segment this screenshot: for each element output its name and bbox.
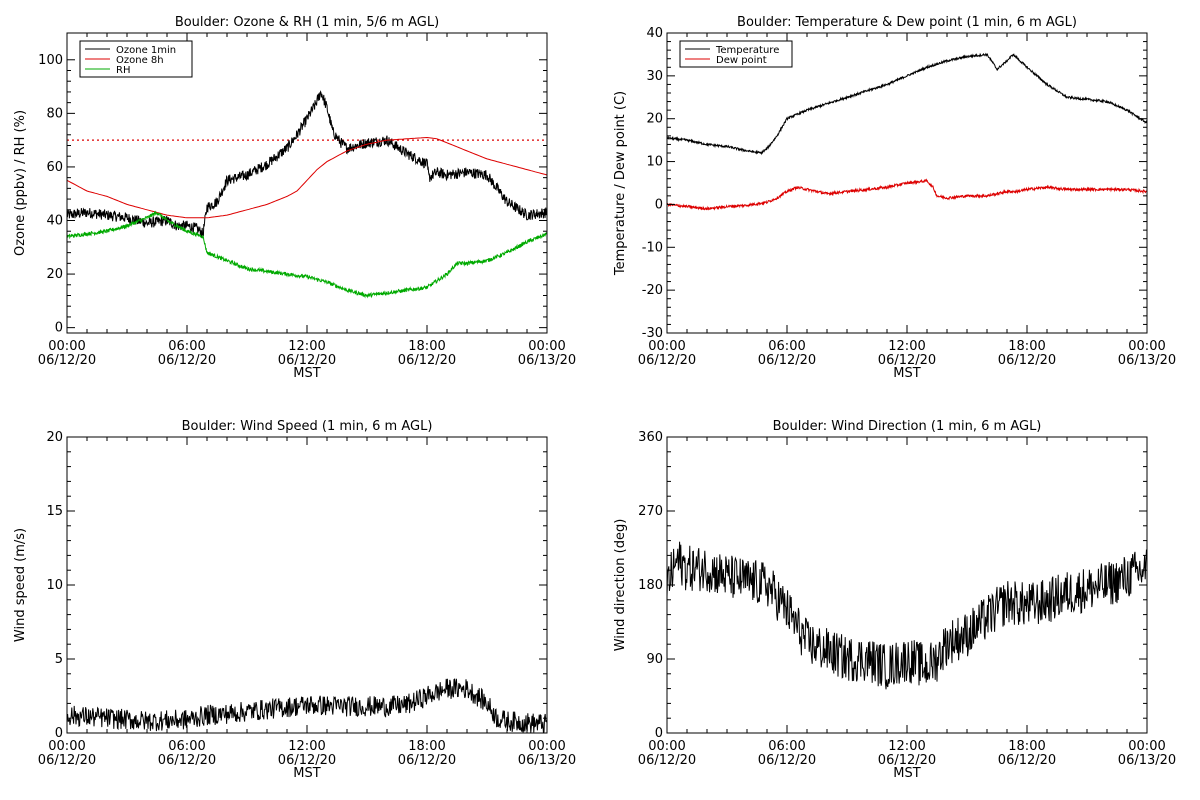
x-tick-date-label: 06/12/20: [998, 753, 1056, 768]
x-tick-time-label: 06:00: [768, 339, 805, 354]
x-tick-date-label: 06/13/20: [518, 353, 576, 368]
x-tick-date-label: 06/13/20: [1118, 753, 1176, 768]
y-tick-label: 180: [638, 578, 663, 593]
x-tick-date-label: 06/12/20: [38, 353, 96, 368]
x-tick-date-label: 06/12/20: [878, 753, 936, 768]
plot-frame: [66, 32, 548, 334]
x-tick-time-label: 18:00: [1008, 339, 1045, 354]
x-tick-time-label: 00:00: [48, 339, 85, 354]
chart-title: Boulder: Ozone & RH (1 min, 5/6 m AGL): [175, 15, 439, 30]
legend-entry-label: Temperature: [715, 45, 779, 56]
x-tick-time-label: 00:00: [528, 739, 565, 754]
x-axis-label: MST: [293, 766, 320, 781]
x-axis-label: MST: [893, 366, 920, 381]
chart-ozone-rh: Boulder: Ozone & RH (1 min, 5/6 m AGL) 0 2…: [13, 15, 576, 381]
x-tick-time-label: 06:00: [168, 339, 205, 354]
x-tick-date-label: 06/12/20: [38, 753, 96, 768]
legend-entry-label: Ozone 1min: [116, 45, 176, 56]
y-tick-label: -30: [642, 326, 663, 341]
y-tick-label: 40: [46, 214, 63, 229]
legend: [679, 40, 793, 68]
y-tick-label: 30: [646, 69, 663, 84]
y-tick-label: 0: [55, 321, 63, 336]
y-tick-label: 10: [646, 155, 663, 170]
x-tick-date-label: 06/13/20: [518, 753, 576, 768]
y-tick-label: 10: [46, 578, 63, 593]
x-tick-time-label: 00:00: [648, 339, 685, 354]
series-line-wind-direction: [666, 541, 1148, 690]
legend-entry-label: Dew point: [716, 55, 767, 66]
y-tick-label: 15: [46, 504, 63, 519]
x-axis-label: MST: [293, 366, 320, 381]
y-tick-label: 60: [46, 160, 63, 175]
series-line-rh: [66, 210, 548, 299]
x-tick-date-label: 06/12/20: [158, 353, 216, 368]
y-tick-label: 0: [655, 197, 663, 212]
x-tick-time-label: 00:00: [1128, 739, 1165, 754]
x-tick-date-label: 06/12/20: [638, 753, 696, 768]
legend-entry-label: Ozone 8h: [116, 55, 164, 66]
x-tick-time-label: 18:00: [408, 739, 445, 754]
x-tick-time-label: 06:00: [768, 739, 805, 754]
y-axis-label: Temperature / Dew point (C): [613, 91, 628, 276]
x-tick-date-label: 06/12/20: [878, 353, 936, 368]
x-tick-time-label: 12:00: [888, 739, 925, 754]
y-axis-label: Ozone (ppbv) / RH (%): [13, 110, 28, 256]
y-tick-label: 40: [646, 26, 663, 41]
x-tick-time-label: 00:00: [528, 339, 565, 354]
x-tick-time-label: 06:00: [168, 739, 205, 754]
chart-title: Boulder: Wind Speed (1 min, 6 m AGL): [182, 419, 433, 434]
x-tick-time-label: 00:00: [48, 739, 85, 754]
x-tick-time-label: 00:00: [648, 739, 685, 754]
x-tick-date-label: 06/13/20: [1118, 353, 1176, 368]
x-tick-time-label: 12:00: [288, 339, 325, 354]
y-tick-label: -20: [642, 283, 663, 298]
series-line-ozone-1min: [66, 90, 548, 237]
chart-temp-dew: Boulder: Temperature & Dew point (1 min,…: [613, 15, 1176, 381]
y-tick-label: 20: [46, 267, 63, 282]
chart-title: Boulder: Temperature & Dew point (1 min,…: [737, 15, 1077, 30]
y-tick-label: 5: [55, 652, 63, 667]
x-tick-date-label: 06/12/20: [158, 753, 216, 768]
y-tick-label: 270: [638, 504, 663, 519]
x-tick-time-label: 12:00: [288, 739, 325, 754]
y-tick-label: 90: [646, 652, 663, 667]
y-tick-label: 80: [46, 106, 63, 121]
plot-frame: [66, 436, 548, 734]
x-axis-label: MST: [893, 766, 920, 781]
legend-entry-label: RH: [116, 65, 130, 76]
x-tick-date-label: 06/12/20: [758, 753, 816, 768]
x-tick-date-label: 06/12/20: [278, 353, 336, 368]
y-tick-label: 0: [55, 726, 63, 741]
y-tick-label: 20: [46, 430, 63, 445]
x-tick-date-label: 06/12/20: [998, 353, 1056, 368]
y-tick-label: 0: [655, 726, 663, 741]
x-tick-date-label: 06/12/20: [758, 353, 816, 368]
x-tick-date-label: 06/12/20: [398, 753, 456, 768]
x-tick-time-label: 12:00: [888, 339, 925, 354]
series-line-dew-point: [666, 178, 1148, 211]
x-tick-time-label: 00:00: [1128, 339, 1165, 354]
x-tick-date-label: 06/12/20: [278, 753, 336, 768]
series-line-temperature: [666, 52, 1148, 156]
chart-wind-direction: Boulder: Wind Direction (1 min, 6 m AGL)…: [613, 419, 1176, 781]
y-tick-label: 20: [646, 112, 663, 127]
y-tick-label: -10: [642, 240, 663, 255]
series-line-wind-speed: [66, 678, 548, 734]
chart-wind-speed: Boulder: Wind Speed (1 min, 6 m AGL) 0 5 10…: [13, 419, 576, 781]
x-tick-time-label: 18:00: [408, 339, 445, 354]
series-line-ozone-8h: [66, 136, 548, 219]
x-tick-date-label: 06/12/20: [638, 353, 696, 368]
chart-title: Boulder: Wind Direction (1 min, 6 m AGL): [773, 419, 1042, 434]
y-axis-label: Wind speed (m/s): [13, 528, 28, 642]
y-tick-label: 100: [38, 53, 63, 68]
x-tick-date-label: 06/12/20: [398, 353, 456, 368]
y-tick-label: 360: [638, 430, 663, 445]
y-axis-label: Wind direction (deg): [613, 519, 628, 652]
x-tick-time-label: 18:00: [1008, 739, 1045, 754]
